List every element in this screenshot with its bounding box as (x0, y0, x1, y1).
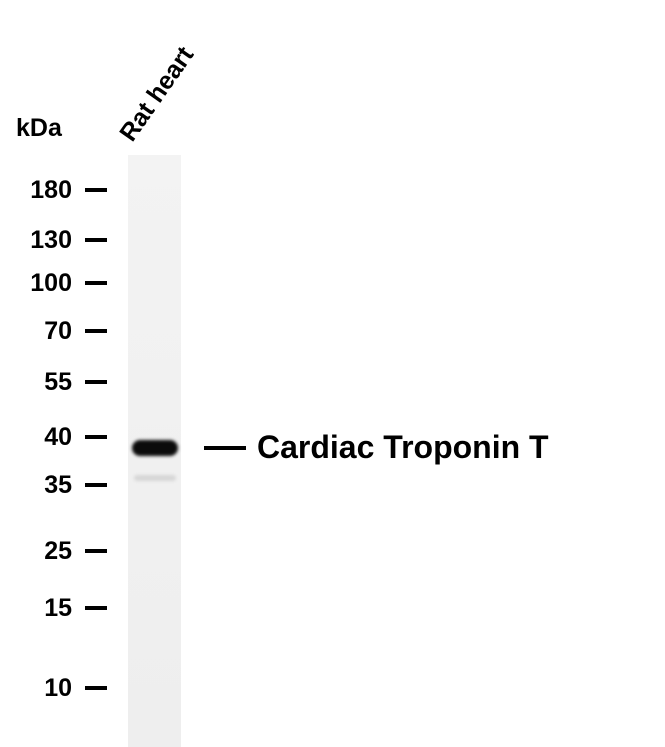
marker-15: 15 (0, 593, 110, 623)
marker-10: 10 (0, 673, 110, 703)
marker-tick (85, 238, 107, 242)
marker-40: 40 (0, 422, 110, 452)
marker-180: 180 (0, 175, 110, 205)
marker-35: 35 (0, 470, 110, 500)
marker-tick (85, 686, 107, 690)
marker-70: 70 (0, 316, 110, 346)
annotation-line (204, 446, 246, 450)
marker-tick (85, 188, 107, 192)
marker-100: 100 (0, 268, 110, 298)
marker-tick (85, 281, 107, 285)
main-band (132, 440, 178, 456)
faint-band (134, 475, 176, 481)
marker-tick (85, 549, 107, 553)
marker-tick (85, 329, 107, 333)
band-annotation: Cardiac Troponin T (257, 429, 549, 465)
marker-130: 130 (0, 225, 110, 255)
marker-tick (85, 435, 107, 439)
unit-label: kDa (16, 114, 62, 142)
marker-55: 55 (0, 367, 110, 397)
marker-tick (85, 606, 107, 610)
marker-tick (85, 380, 107, 384)
lane-label: Rat heart (114, 41, 200, 147)
marker-tick (85, 483, 107, 487)
marker-25: 25 (0, 536, 110, 566)
